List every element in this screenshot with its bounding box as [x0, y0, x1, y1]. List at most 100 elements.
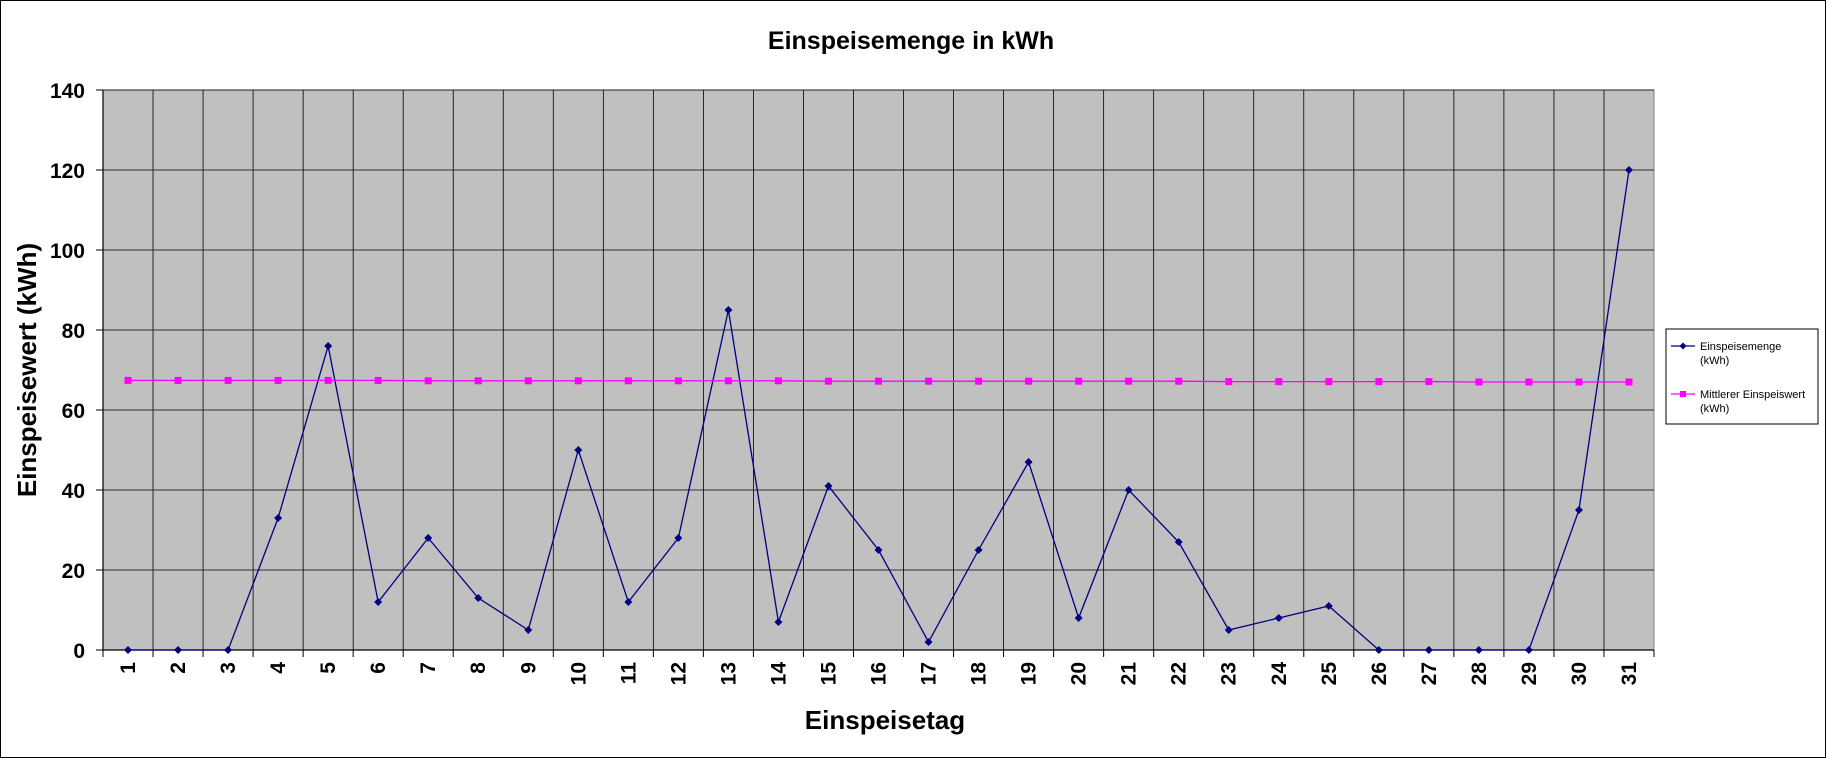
data-point: [574, 446, 583, 454]
data-point: [774, 618, 783, 626]
data-point: [1275, 378, 1283, 386]
x-tick-label: 31: [1618, 662, 1641, 686]
data-point: [1525, 378, 1533, 386]
data-point: [1125, 377, 1133, 385]
data-point: [1174, 538, 1183, 546]
legend-label-mittlerer-einspeiswert: Mittlerer Einspeiswert: [1700, 389, 1805, 401]
data-point: [1375, 378, 1383, 386]
x-tick-label: 15: [817, 662, 840, 686]
x-tick-label: 11: [617, 662, 640, 685]
data-point: [224, 376, 232, 384]
y-tick-label: 20: [62, 560, 85, 583]
data-point: [1075, 377, 1083, 385]
data-point: [124, 376, 132, 384]
data-point: [674, 377, 682, 385]
data-point: [424, 534, 433, 542]
x-tick-label: 1: [117, 662, 140, 674]
data-point: [624, 377, 632, 385]
x-tick-label: 30: [1568, 662, 1591, 685]
x-tick-label: 29: [1518, 662, 1541, 685]
data-point: [224, 646, 233, 654]
x-tick-label: 26: [1368, 662, 1391, 685]
y-tick-label: 60: [62, 400, 85, 423]
x-axis-label: Einspeisetag: [805, 705, 965, 735]
y-tick-label: 120: [50, 160, 85, 183]
data-point: [324, 342, 333, 350]
x-tick-label: 7: [417, 662, 440, 674]
data-point: [1325, 378, 1333, 386]
x-tick-label: 9: [517, 662, 540, 674]
data-point: [724, 306, 733, 314]
x-tick-label: 5: [317, 662, 340, 674]
y-axis-label: Einspeisewert (kWh): [12, 243, 42, 497]
data-point: [674, 534, 683, 542]
x-tick-label: 28: [1468, 662, 1491, 686]
legend-marker-einspeisemenge: [1679, 342, 1687, 350]
legend-box: [1665, 328, 1819, 425]
data-point: [474, 377, 482, 385]
data-point: [874, 546, 883, 554]
data-point: [374, 598, 383, 606]
data-point: [624, 598, 633, 606]
x-tick-label: 6: [367, 662, 390, 674]
data-point: [274, 514, 283, 522]
data-point: [1474, 646, 1483, 654]
x-tick-label: 17: [918, 662, 941, 685]
data-point: [1575, 378, 1583, 386]
y-tick-label: 140: [50, 80, 85, 103]
series-0: [124, 166, 1633, 654]
chart-title: Einspeisemenge in kWh: [768, 27, 1054, 55]
series-layer: [124, 166, 1633, 654]
data-point: [1025, 377, 1033, 385]
data-point: [174, 376, 182, 384]
data-point: [1574, 506, 1583, 514]
data-point: [1024, 458, 1033, 466]
data-point: [1624, 166, 1633, 174]
x-tick-label: 22: [1168, 662, 1191, 685]
data-point: [1625, 378, 1633, 386]
data-point: [124, 646, 133, 654]
x-tick-label: 4: [267, 662, 290, 674]
y-tick-label: 100: [50, 240, 85, 263]
x-tick-label: 20: [1068, 662, 1091, 685]
data-point: [174, 646, 183, 654]
grid-lines: [103, 89, 1654, 651]
data-point: [1424, 646, 1433, 654]
data-point: [524, 377, 532, 385]
x-tick-label: 8: [467, 662, 490, 674]
x-tick-label: 25: [1318, 662, 1341, 686]
legend-label-einspeisemenge: Einspeisemenge: [1700, 341, 1781, 353]
data-point: [1324, 602, 1333, 610]
data-point: [975, 377, 983, 385]
series-1: [124, 376, 1633, 386]
data-point: [1224, 626, 1233, 634]
data-point: [474, 594, 483, 602]
data-point: [1374, 646, 1383, 654]
x-tick-label: 12: [667, 662, 690, 685]
legend: Einspeisemenge (kWh) Mittlerer Einspeisw…: [1665, 328, 1819, 425]
legend-unit-einspeisemenge: (kWh): [1700, 355, 1729, 367]
data-point: [324, 376, 332, 384]
data-point: [1274, 614, 1283, 622]
x-tick-labels: 1 2 3 4 5 6 7 8 9 10 11 12 13 14 15 16 17 18 19 20 21 22 23 24 2…: [117, 662, 1641, 686]
data-point: [824, 482, 833, 490]
data-point: [1124, 486, 1133, 494]
x-tick-label: 10: [567, 662, 590, 685]
x-tick-label: 13: [717, 662, 740, 685]
data-point: [875, 377, 882, 385]
data-point: [774, 377, 782, 385]
x-tick-label: 14: [767, 662, 790, 686]
x-tick-label: 24: [1268, 662, 1291, 686]
x-tick-label: 3: [217, 662, 240, 674]
y-tick-labels: 0 20 40 60 80 100 120 140: [50, 80, 85, 663]
data-point: [925, 377, 933, 385]
data-point: [374, 376, 382, 384]
x-tick-label: 18: [968, 662, 991, 686]
data-point: [974, 546, 983, 554]
x-tick-label: 21: [1118, 662, 1141, 686]
data-point: [924, 638, 933, 646]
data-point: [524, 626, 533, 634]
x-tick-label: 19: [1018, 662, 1041, 685]
